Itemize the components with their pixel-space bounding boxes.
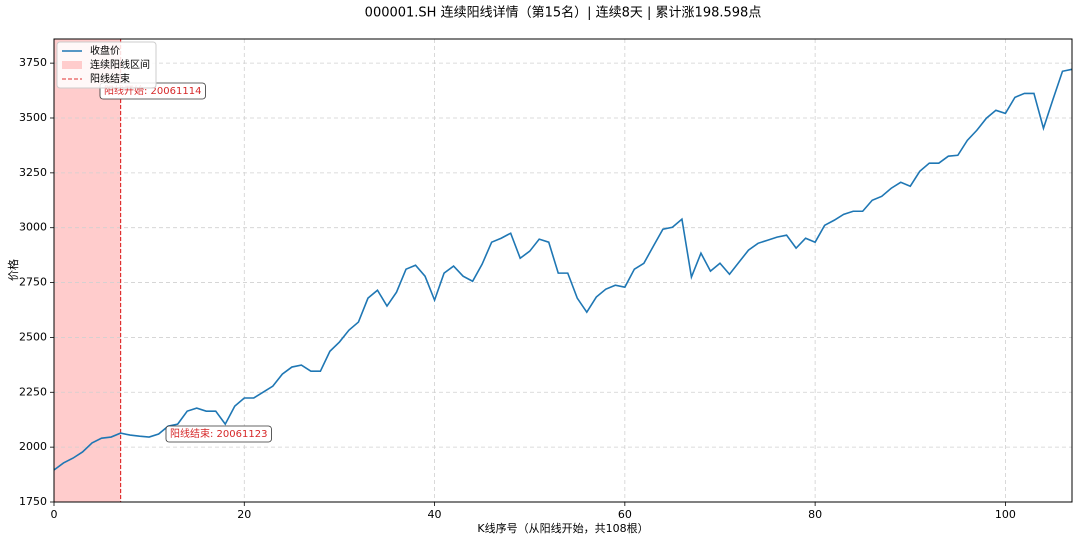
highlight-span bbox=[54, 39, 121, 502]
y-tick-label: 3500 bbox=[19, 111, 47, 124]
y-tick-label: 2500 bbox=[19, 330, 47, 343]
x-axis-label: K线序号（从阳线开始，共108根） bbox=[477, 521, 648, 535]
x-tick-label: 0 bbox=[51, 508, 58, 521]
y-tick-label: 1750 bbox=[19, 495, 47, 508]
x-tick-label: 60 bbox=[618, 508, 632, 521]
y-tick-label: 2000 bbox=[19, 440, 47, 453]
y-tick-label: 3250 bbox=[19, 166, 47, 179]
y-tick-label: 2750 bbox=[19, 276, 47, 289]
annotation: 阳线结束: 20061123 bbox=[165, 425, 272, 443]
y-tick-label: 3000 bbox=[19, 221, 47, 234]
legend-label: 阳线结束 bbox=[90, 72, 130, 85]
y-tick-label: 2250 bbox=[19, 385, 47, 398]
chart-title: 000001.SH 连续阳线详情（第15名）| 连续8天 | 累计涨198.59… bbox=[365, 5, 762, 21]
y-tick-label: 3750 bbox=[19, 56, 47, 69]
legend-label: 连续阳线区间 bbox=[90, 58, 150, 71]
plot-frame bbox=[53, 38, 1073, 503]
annotation-box bbox=[165, 425, 272, 443]
legend-box bbox=[56, 41, 157, 89]
x-tick-label: 80 bbox=[808, 508, 822, 521]
x-tick-label: 100 bbox=[995, 508, 1016, 521]
legend-label: 收盘价 bbox=[90, 44, 120, 57]
y-axis-label: 价格 bbox=[6, 259, 20, 281]
x-tick-label: 40 bbox=[428, 508, 442, 521]
legend-swatch bbox=[62, 61, 82, 69]
annotation-text: 阳线结束: 20061123 bbox=[170, 427, 267, 440]
price-line bbox=[53, 68, 1073, 471]
x-tick-label: 20 bbox=[237, 508, 251, 521]
